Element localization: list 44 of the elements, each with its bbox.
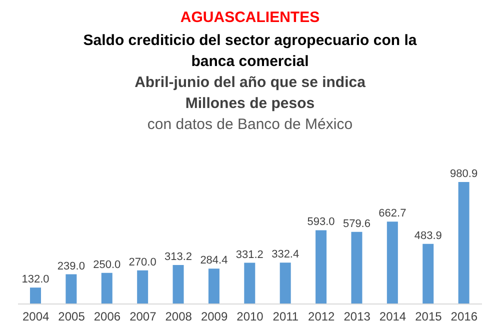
data-label: 331.2 (236, 248, 264, 261)
bar (458, 182, 470, 304)
x-tick-label: 2006 (94, 310, 121, 324)
bar (66, 274, 77, 304)
bar (316, 230, 327, 304)
bar (101, 272, 112, 304)
bar (208, 268, 220, 304)
x-tick-label: 2005 (58, 310, 86, 324)
data-label: 250.0 (93, 258, 121, 271)
bar (422, 244, 434, 304)
chart-subtitle: Saldo crediticio del sector agropecuario con la banca comercial (82, 31, 418, 72)
x-tick-label: 2014 (379, 310, 406, 324)
x-tick-label: 2004 (22, 310, 50, 324)
data-label: 284.4 (200, 254, 228, 267)
data-label: 239.0 (57, 260, 85, 272)
data-label: 593.0 (307, 216, 335, 228)
text: con datos de Banco de México (146, 115, 354, 135)
data-label: 579.6 (342, 218, 370, 230)
x-tick-label: 2015 (415, 310, 442, 324)
data-label: 662.7 (378, 208, 406, 220)
bar (137, 270, 148, 304)
bar (386, 222, 398, 304)
bar (172, 265, 184, 304)
x-tick-label: 2008 (165, 310, 192, 324)
data-label: 270.0 (128, 256, 156, 268)
data-label: 313.2 (164, 251, 192, 264)
text: Millones de pesos (184, 94, 316, 114)
x-tick-label: 2012 (308, 310, 336, 324)
data-label: 332.4 (272, 248, 300, 261)
data-label: 483.9 (414, 230, 442, 242)
x-tick-label: 2013 (344, 310, 371, 324)
x-tick-label: 2010 (236, 310, 264, 324)
x-tick-label: 2009 (200, 310, 228, 324)
bar (30, 288, 41, 304)
bar (244, 262, 256, 304)
data-label: 980.9 (450, 168, 478, 180)
bar (351, 232, 362, 304)
text: Abril-junio del año que se indica (134, 73, 366, 93)
x-tick-label: 2007 (130, 310, 157, 324)
x-tick-label: 2011 (272, 310, 299, 324)
data-label: 132.0 (22, 274, 50, 286)
x-tick-label: 2016 (450, 310, 478, 324)
bar (280, 262, 291, 304)
chart-title: AGUASCALIENTES (179, 9, 321, 27)
